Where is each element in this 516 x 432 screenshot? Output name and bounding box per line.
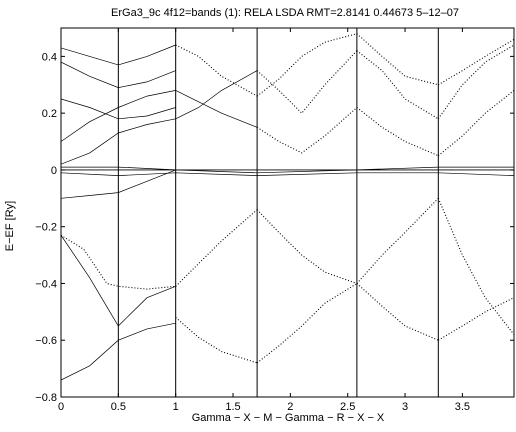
band-line bbox=[61, 169, 176, 199]
band-line bbox=[356, 33, 439, 86]
band-line bbox=[175, 209, 258, 287]
chart-title: ErGa3_9c 4f12=bands (1): RELA LSDA RMT=2… bbox=[111, 7, 459, 19]
y-tick-label: 0.2 bbox=[42, 108, 57, 120]
band-line bbox=[356, 197, 439, 284]
band-line bbox=[175, 90, 258, 128]
band-line bbox=[61, 118, 176, 165]
y-axis-ticks: −0.8 −0.6 −0.4 −0.2 0 0.2 0.4 bbox=[35, 51, 514, 404]
x-tick-label: 0.5 bbox=[111, 401, 126, 413]
plot-frame bbox=[60, 27, 515, 398]
band-line bbox=[437, 89, 514, 157]
band-line bbox=[256, 283, 358, 364]
x-tick-label: 2.5 bbox=[340, 401, 355, 413]
x-axis-ticks: 0 0.5 1 1.5 2 2.5 3 3.5 bbox=[58, 28, 470, 413]
band-line bbox=[61, 166, 514, 174]
y-tick-label: 0.4 bbox=[42, 51, 57, 63]
y-tick-label: −0.8 bbox=[35, 392, 57, 404]
band-line bbox=[256, 33, 358, 97]
band-line bbox=[61, 44, 176, 66]
x-tick-label: 0 bbox=[58, 401, 64, 413]
plot-area bbox=[60, 27, 515, 398]
band-line bbox=[61, 172, 514, 176]
x-tick-label: 1 bbox=[173, 401, 179, 413]
y-tick-label: −0.6 bbox=[35, 335, 57, 347]
x-axis-label: Gamma − X − M − Gamma − R − X − X bbox=[192, 412, 385, 424]
band-line bbox=[437, 44, 514, 120]
x-tick-label: 3 bbox=[402, 401, 408, 413]
band-line bbox=[175, 317, 258, 364]
x-tick-label: 1.5 bbox=[225, 401, 240, 413]
y-tick-label: 0 bbox=[51, 165, 57, 177]
band-line bbox=[61, 322, 176, 381]
x-tick-label: 3.5 bbox=[455, 401, 470, 413]
band-line bbox=[61, 235, 176, 327]
band-line bbox=[356, 107, 439, 157]
band-line bbox=[61, 61, 176, 88]
band-line bbox=[175, 44, 258, 97]
band-line bbox=[175, 70, 258, 120]
band-line bbox=[256, 209, 358, 285]
y-tick-label: −0.4 bbox=[35, 278, 57, 290]
y-axis-label: E−EF [Ry] bbox=[4, 201, 16, 251]
band-line bbox=[61, 90, 176, 142]
band-line bbox=[437, 198, 514, 335]
x-tick-label: 2 bbox=[287, 401, 293, 413]
band-line bbox=[356, 50, 439, 120]
series-layer bbox=[61, 33, 514, 381]
band-line bbox=[61, 98, 176, 120]
y-tick-label: −0.2 bbox=[35, 222, 57, 234]
band-line bbox=[256, 107, 358, 154]
